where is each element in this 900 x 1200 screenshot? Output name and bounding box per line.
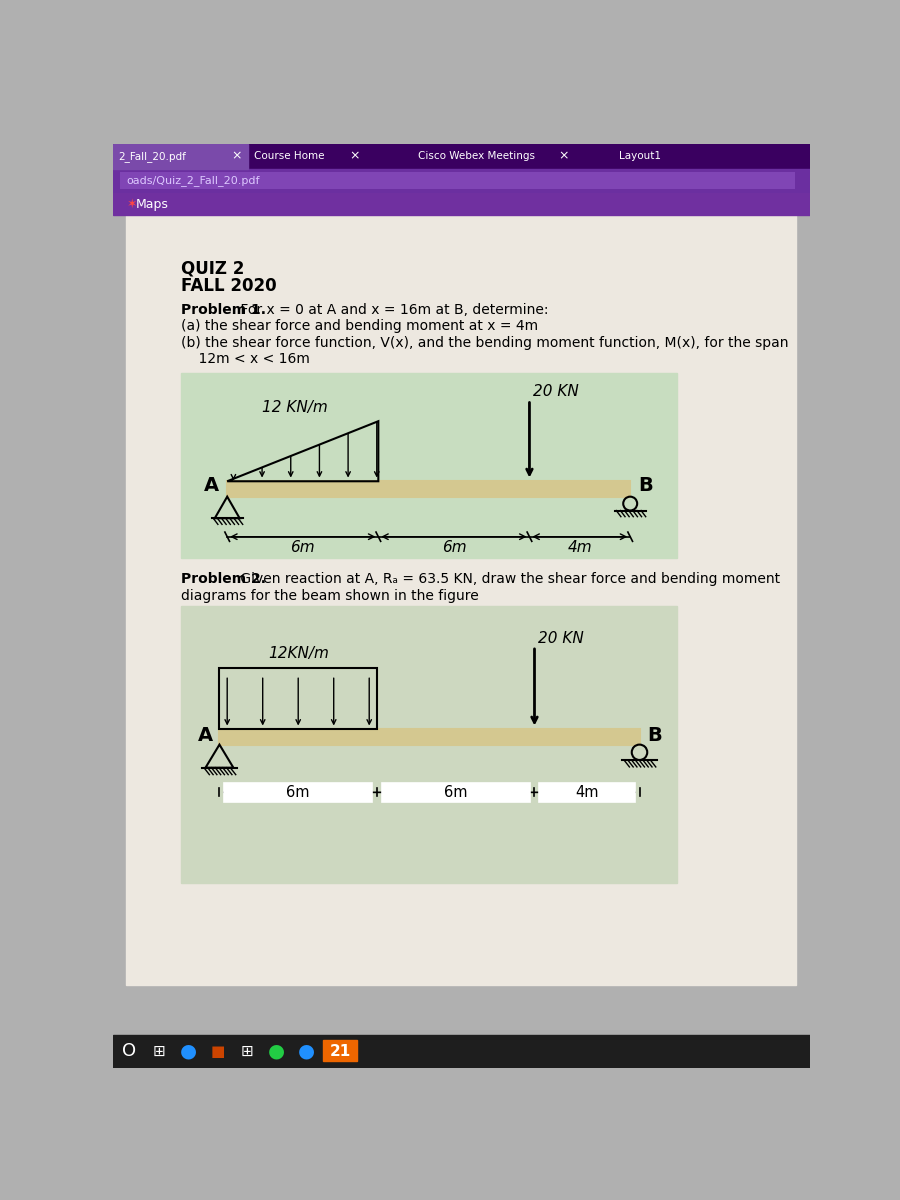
Text: 2_Fall_20.pdf: 2_Fall_20.pdf [119,151,186,162]
Text: ●: ● [268,1042,285,1061]
Text: ●: ● [298,1042,315,1061]
Text: O: O [122,1042,137,1060]
Text: ■: ■ [211,1044,225,1058]
Text: 6m: 6m [442,540,466,554]
Bar [220,730,640,744]
Text: ⊞: ⊞ [241,1044,254,1058]
Bar [112,144,248,169]
Bar [126,215,796,985]
Text: 12m < x < 16m: 12m < x < 16m [181,352,310,366]
Text: Problem 2.: Problem 2. [181,572,266,586]
Bar [539,784,634,802]
Text: 20 KN: 20 KN [538,631,584,646]
Bar [112,1034,810,1068]
Bar [323,1039,357,1061]
Text: For x = 0 at A and x = 16m at B, determine:: For x = 0 at A and x = 16m at B, determi… [237,302,549,317]
Text: (b) the shear force function, V(x), and the bending moment function, M(x), for t: (b) the shear force function, V(x), and … [181,336,788,350]
Bar [220,667,377,730]
Text: 21: 21 [329,1044,351,1058]
Text: Given reaction at A, Rₐ = 63.5 KN, draw the shear force and bending moment: Given reaction at A, Rₐ = 63.5 KN, draw … [237,572,780,586]
Text: ⊞: ⊞ [153,1044,166,1058]
Text: A: A [204,475,220,494]
Text: 20 KN: 20 KN [534,384,579,400]
Text: ✶: ✶ [126,198,137,210]
Text: QUIZ 2: QUIZ 2 [181,259,244,277]
Bar [112,144,810,169]
Text: B: B [647,726,662,745]
Text: Maps: Maps [136,198,168,210]
Text: 6m: 6m [291,540,315,554]
Bar [181,606,677,883]
Text: (a) the shear force and bending moment at x = 4m: (a) the shear force and bending moment a… [181,319,538,334]
Text: 6m: 6m [444,785,467,800]
Bar [121,173,795,190]
Text: A: A [198,726,213,745]
Text: FALL 2020: FALL 2020 [181,277,276,295]
Text: B: B [638,475,652,494]
Text: Problem 1.: Problem 1. [181,302,266,317]
Text: Layout1: Layout1 [618,151,661,161]
Text: 4m: 4m [575,785,598,800]
Text: 12 KN/m: 12 KN/m [262,400,328,415]
Bar [112,193,810,215]
Bar [382,784,530,802]
Text: 12KN/m: 12KN/m [268,647,328,661]
Text: oads/Quiz_2_Fall_20.pdf: oads/Quiz_2_Fall_20.pdf [126,175,260,186]
Bar [224,784,373,802]
Text: ×: × [349,150,360,163]
Text: 6m: 6m [286,785,310,800]
Bar [112,169,810,193]
Text: ●: ● [180,1042,197,1061]
Text: diagrams for the beam shown in the figure: diagrams for the beam shown in the figur… [181,589,479,602]
Text: ×: × [231,150,242,163]
Text: 4m: 4m [568,540,592,554]
Bar [227,481,630,497]
Text: Course Home: Course Home [254,151,325,161]
Bar [181,373,677,558]
Text: Cisco Webex Meetings: Cisco Webex Meetings [418,151,536,161]
Text: ×: × [558,150,569,163]
